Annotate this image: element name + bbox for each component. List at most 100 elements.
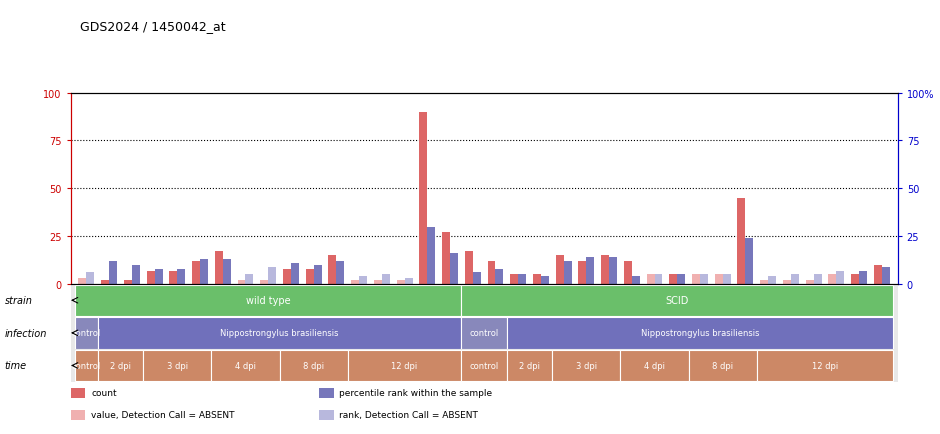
Bar bbox=[473, 273, 480, 284]
Bar bbox=[348, 350, 462, 381]
Text: time: time bbox=[5, 361, 27, 371]
Bar bbox=[328, 256, 337, 284]
Text: 8 dpi: 8 dpi bbox=[303, 361, 324, 370]
Bar bbox=[374, 280, 382, 284]
Bar bbox=[507, 318, 893, 349]
Text: control: control bbox=[71, 361, 101, 370]
Text: SCID: SCID bbox=[666, 296, 689, 306]
Bar bbox=[215, 252, 223, 284]
Bar bbox=[556, 256, 564, 284]
Bar bbox=[814, 275, 822, 284]
Bar bbox=[882, 267, 890, 284]
Bar bbox=[624, 261, 632, 284]
Bar bbox=[86, 273, 94, 284]
Bar bbox=[723, 275, 730, 284]
Bar bbox=[783, 280, 791, 284]
Bar bbox=[359, 276, 367, 284]
Bar bbox=[397, 280, 404, 284]
Bar bbox=[70, 388, 86, 398]
Bar bbox=[462, 318, 507, 349]
Bar bbox=[510, 275, 518, 284]
Bar bbox=[488, 261, 495, 284]
Bar bbox=[75, 318, 98, 349]
Bar bbox=[268, 267, 276, 284]
Bar bbox=[587, 257, 594, 284]
Bar bbox=[98, 350, 143, 381]
Bar bbox=[518, 275, 526, 284]
Bar bbox=[306, 269, 314, 284]
Text: control: control bbox=[469, 329, 499, 338]
Bar bbox=[283, 269, 291, 284]
Text: infection: infection bbox=[5, 328, 47, 338]
Bar bbox=[669, 275, 677, 284]
Text: percentile rank within the sample: percentile rank within the sample bbox=[339, 388, 493, 397]
Bar bbox=[609, 257, 617, 284]
Text: Nippostrongylus brasiliensis: Nippostrongylus brasiliensis bbox=[220, 329, 338, 338]
Bar bbox=[78, 279, 86, 284]
Bar bbox=[75, 285, 462, 316]
Bar bbox=[791, 275, 799, 284]
Bar bbox=[404, 279, 413, 284]
Bar bbox=[578, 261, 587, 284]
Bar bbox=[851, 275, 859, 284]
Bar bbox=[620, 350, 689, 381]
Bar bbox=[692, 275, 700, 284]
Bar bbox=[245, 275, 254, 284]
Bar bbox=[507, 350, 553, 381]
Bar bbox=[464, 252, 473, 284]
Bar bbox=[98, 318, 462, 349]
Text: 8 dpi: 8 dpi bbox=[713, 361, 733, 370]
Bar bbox=[647, 275, 654, 284]
Bar bbox=[564, 261, 572, 284]
Bar bbox=[352, 280, 359, 284]
Bar bbox=[462, 350, 507, 381]
Text: control: control bbox=[71, 329, 101, 338]
Bar bbox=[279, 350, 348, 381]
Bar bbox=[154, 269, 163, 284]
Text: 12 dpi: 12 dpi bbox=[391, 361, 417, 370]
Bar bbox=[632, 276, 640, 284]
Bar bbox=[200, 260, 208, 284]
Bar bbox=[768, 276, 776, 284]
Text: 3 dpi: 3 dpi bbox=[166, 361, 188, 370]
Bar bbox=[147, 271, 154, 284]
Bar bbox=[75, 350, 98, 381]
Bar bbox=[540, 276, 549, 284]
Bar bbox=[428, 227, 435, 284]
Bar bbox=[124, 280, 132, 284]
Bar bbox=[700, 275, 708, 284]
Bar bbox=[169, 271, 178, 284]
Text: wild type: wild type bbox=[246, 296, 290, 306]
Bar bbox=[223, 260, 230, 284]
Bar bbox=[319, 388, 334, 398]
Text: 4 dpi: 4 dpi bbox=[644, 361, 665, 370]
Bar bbox=[132, 265, 140, 284]
Text: count: count bbox=[91, 388, 117, 397]
Bar bbox=[143, 350, 212, 381]
Bar bbox=[109, 261, 118, 284]
Bar bbox=[533, 275, 540, 284]
Bar bbox=[837, 271, 844, 284]
Bar bbox=[806, 280, 814, 284]
Bar bbox=[102, 280, 109, 284]
Text: rank, Detection Call = ABSENT: rank, Detection Call = ABSENT bbox=[339, 410, 478, 419]
Text: 2 dpi: 2 dpi bbox=[519, 361, 540, 370]
Text: Nippostrongylus brasiliensis: Nippostrongylus brasiliensis bbox=[641, 329, 760, 338]
Bar bbox=[874, 265, 882, 284]
Bar bbox=[178, 269, 185, 284]
Text: GDS2024 / 1450042_at: GDS2024 / 1450042_at bbox=[80, 20, 226, 33]
Bar bbox=[495, 269, 504, 284]
Bar bbox=[654, 275, 663, 284]
Text: 3 dpi: 3 dpi bbox=[576, 361, 597, 370]
Text: value, Detection Call = ABSENT: value, Detection Call = ABSENT bbox=[91, 410, 235, 419]
Bar bbox=[291, 263, 299, 284]
Bar bbox=[238, 280, 245, 284]
Bar bbox=[757, 350, 893, 381]
Text: 2 dpi: 2 dpi bbox=[110, 361, 131, 370]
Bar bbox=[828, 275, 837, 284]
Bar bbox=[70, 410, 86, 420]
Bar bbox=[192, 261, 200, 284]
Bar bbox=[760, 280, 768, 284]
Bar bbox=[677, 275, 685, 284]
Text: 4 dpi: 4 dpi bbox=[235, 361, 256, 370]
